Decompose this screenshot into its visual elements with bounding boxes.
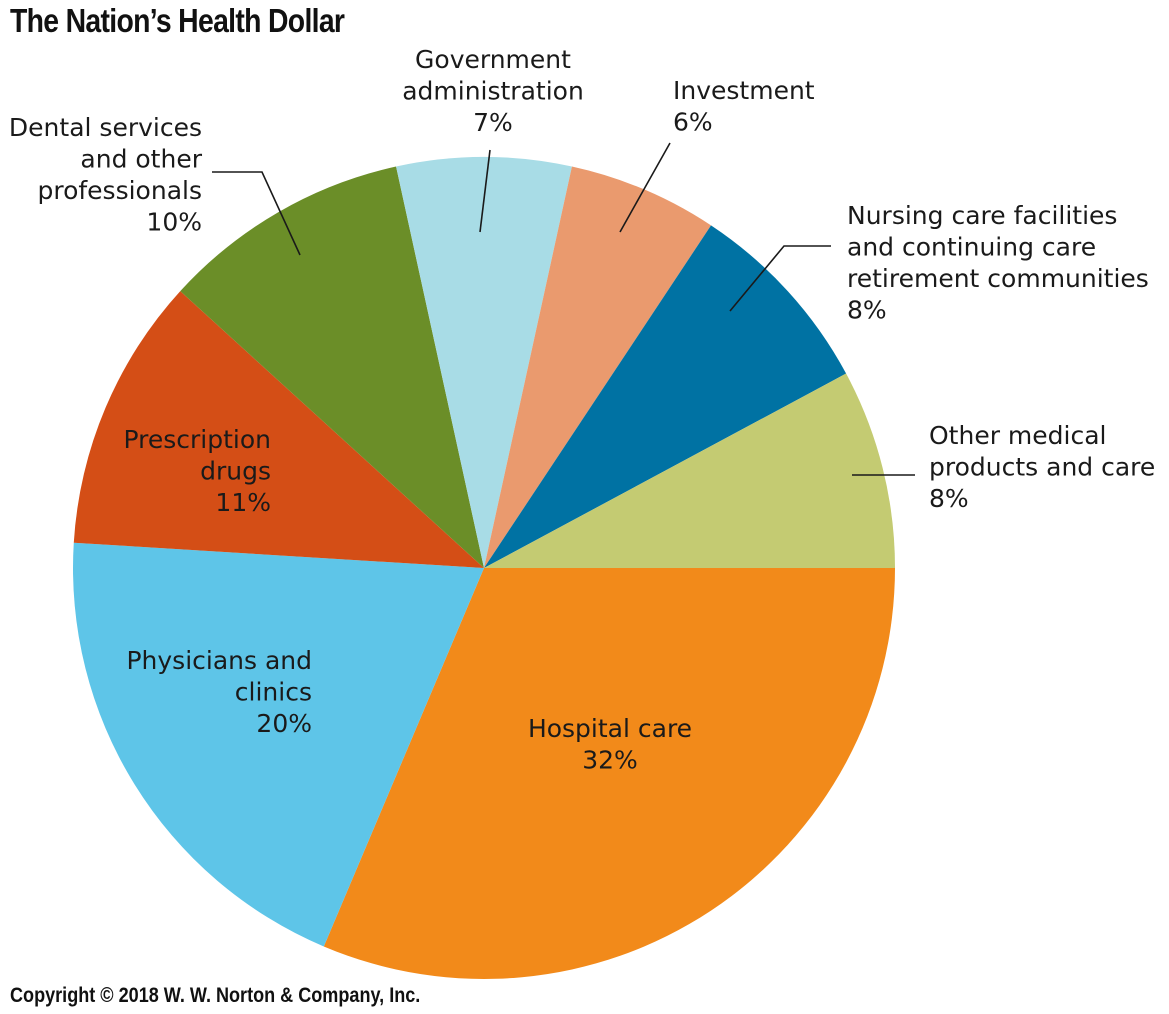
slice-label-line-5: Investment: [673, 76, 815, 105]
pie-slice-7: [484, 373, 895, 568]
pie-slice-2: [73, 291, 484, 568]
chart-title: The Nation’s Health Dollar: [10, 2, 345, 39]
slice-label-line-3: and other: [80, 145, 202, 174]
slice-label-line-4: Government: [415, 45, 571, 74]
slice-label-6: Nursing care facilities and continuing ca…: [847, 201, 1149, 325]
slice-percent-4: 7%: [473, 108, 513, 137]
slice-label-line-3: professionals: [37, 176, 202, 205]
pie-slice-1: [73, 542, 484, 947]
slice-label-line-2: drugs: [200, 457, 271, 486]
slice-percent-0: 32%: [582, 746, 638, 775]
slice-percent-2: 11%: [215, 488, 271, 517]
slice-label-line-6: and continuing care: [847, 233, 1096, 262]
slice-percent-3: 10%: [146, 208, 202, 237]
slice-label-line-3: Dental services: [9, 113, 202, 142]
slice-label-line-0: Hospital care: [528, 714, 692, 743]
slice-percent-1: 20%: [256, 709, 312, 738]
slice-label-3: Dental services and other professionals 10%: [9, 113, 203, 237]
slice-label-line-4: administration: [402, 77, 584, 106]
pie-slice-3: [180, 166, 484, 568]
leader-line-3: [212, 171, 301, 256]
pie-slice-5: [484, 166, 712, 568]
pie-slice-0: [323, 568, 895, 979]
pie-slice-6: [484, 225, 847, 568]
slice-label-0: Hospital care 32%: [528, 714, 692, 775]
slice-percent-6: 8%: [847, 296, 887, 325]
slice-label-line-6: Nursing care facilities: [847, 201, 1117, 230]
slice-label-line-1: clinics: [235, 678, 312, 707]
pie-slice-4: [396, 157, 572, 568]
slice-label-line-7: Other medical: [929, 421, 1107, 450]
slice-label-4: Government administration 7%: [402, 45, 584, 137]
slice-label-7: Other medical products and care 8%: [929, 421, 1155, 513]
leader-line-4: [479, 149, 491, 233]
slice-percent-7: 8%: [929, 484, 969, 513]
slice-label-line-2: Prescription: [124, 425, 272, 454]
leader-line-6: [729, 245, 831, 312]
slice-label-5: Investment 6%: [673, 76, 815, 137]
slice-percent-5: 6%: [673, 108, 713, 137]
leader-line-5: [619, 142, 671, 233]
slice-label-line-6: retirement communities: [847, 264, 1149, 293]
slice-label-line-1: Physicians and: [126, 646, 312, 675]
slice-label-line-7: products and care: [929, 453, 1155, 482]
slice-label-2: Prescription drugs 11%: [124, 425, 272, 517]
slice-label-1: Physicians and clinics 20%: [126, 646, 312, 738]
copyright-notice: Copyright © 2018 W. W. Norton & Company,…: [10, 984, 421, 1007]
